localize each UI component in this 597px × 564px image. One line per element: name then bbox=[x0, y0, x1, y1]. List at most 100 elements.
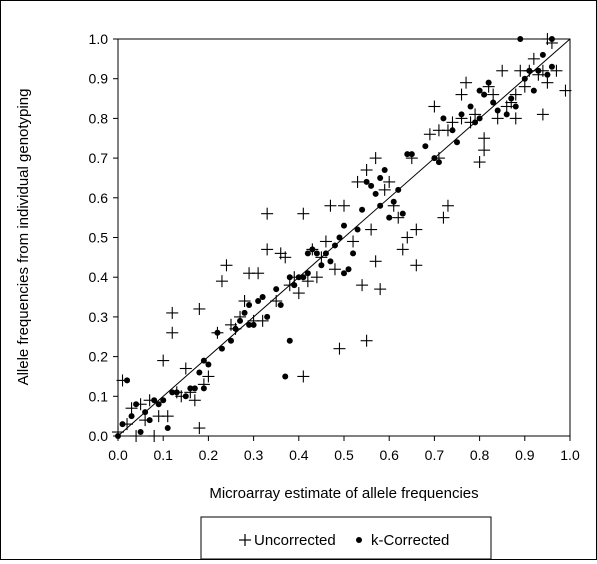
point-uncorrected bbox=[473, 156, 486, 169]
y-tick-label: 0.8 bbox=[89, 110, 109, 126]
point-k-corrected bbox=[214, 329, 221, 336]
point-k-corrected bbox=[363, 178, 370, 185]
point-uncorrected bbox=[297, 370, 310, 383]
point-k-corrected bbox=[259, 294, 266, 301]
point-uncorrected bbox=[401, 231, 414, 244]
point-k-corrected bbox=[164, 425, 171, 432]
point-uncorrected bbox=[460, 76, 473, 89]
point-k-corrected bbox=[304, 250, 311, 257]
point-k-corrected bbox=[390, 198, 397, 205]
point-uncorrected bbox=[559, 84, 572, 97]
point-uncorrected bbox=[428, 100, 441, 113]
point-uncorrected bbox=[157, 354, 170, 367]
legend-marker-k-corrected bbox=[356, 537, 362, 543]
y-tick-label: 0.3 bbox=[89, 309, 109, 325]
point-k-corrected bbox=[440, 115, 447, 122]
point-uncorrected bbox=[328, 263, 341, 276]
point-uncorrected bbox=[527, 52, 540, 65]
point-k-corrected bbox=[548, 63, 555, 70]
point-uncorrected bbox=[310, 271, 323, 284]
point-uncorrected bbox=[215, 275, 228, 288]
point-uncorrected bbox=[536, 108, 549, 121]
point-k-corrected bbox=[535, 67, 542, 74]
point-uncorrected bbox=[378, 183, 391, 196]
point-k-corrected bbox=[467, 103, 474, 110]
point-uncorrected bbox=[279, 251, 292, 264]
point-uncorrected bbox=[410, 259, 423, 272]
point-uncorrected bbox=[261, 243, 274, 256]
point-k-corrected bbox=[255, 298, 262, 305]
point-k-corrected bbox=[160, 397, 167, 404]
point-k-corrected bbox=[318, 262, 325, 269]
point-uncorrected bbox=[383, 175, 396, 188]
point-k-corrected bbox=[286, 274, 293, 281]
point-uncorrected bbox=[365, 223, 378, 236]
point-uncorrected bbox=[509, 112, 522, 125]
point-uncorrected bbox=[478, 144, 491, 157]
legend-label-uncorrected: Uncorrected bbox=[254, 532, 336, 549]
point-uncorrected bbox=[469, 108, 482, 121]
point-k-corrected bbox=[372, 190, 379, 197]
point-uncorrected bbox=[256, 314, 269, 327]
point-k-corrected bbox=[341, 270, 347, 277]
point-k-corrected bbox=[548, 36, 555, 42]
point-k-corrected bbox=[377, 174, 384, 181]
point-uncorrected bbox=[125, 402, 138, 415]
point-uncorrected bbox=[324, 199, 337, 212]
point-uncorrected bbox=[356, 279, 369, 292]
point-k-corrected bbox=[331, 242, 338, 249]
x-tick-label: 0.3 bbox=[244, 447, 264, 463]
point-k-corrected bbox=[264, 313, 271, 320]
point-k-corrected bbox=[133, 401, 140, 408]
point-uncorrected bbox=[360, 164, 373, 177]
point-k-corrected bbox=[458, 111, 465, 118]
point-uncorrected bbox=[446, 116, 459, 129]
point-uncorrected bbox=[292, 287, 305, 300]
point-k-corrected bbox=[395, 186, 402, 193]
point-k-corrected bbox=[146, 417, 153, 424]
point-k-corrected bbox=[228, 337, 234, 344]
point-uncorrected bbox=[297, 207, 310, 220]
point-k-corrected bbox=[341, 222, 347, 229]
point-k-corrected bbox=[377, 202, 384, 209]
point-uncorrected bbox=[478, 132, 491, 145]
point-uncorrected bbox=[130, 430, 143, 442]
point-k-corrected bbox=[124, 377, 131, 384]
x-tick-label: 0.8 bbox=[470, 447, 490, 463]
y-tick-label: 0.7 bbox=[89, 150, 109, 166]
reference-line bbox=[117, 38, 571, 437]
point-uncorrected bbox=[441, 199, 454, 212]
point-k-corrected bbox=[336, 234, 343, 241]
y-tick-label: 0.5 bbox=[89, 230, 109, 246]
y-tick-label: 0.9 bbox=[89, 71, 109, 87]
point-uncorrected bbox=[166, 306, 179, 319]
point-uncorrected bbox=[360, 334, 373, 347]
point-k-corrected bbox=[449, 127, 456, 134]
point-k-corrected bbox=[512, 103, 519, 110]
x-tick-label: 0.9 bbox=[515, 447, 535, 463]
point-k-corrected bbox=[399, 210, 406, 217]
point-k-corrected bbox=[137, 429, 144, 436]
point-k-corrected bbox=[119, 421, 126, 428]
point-uncorrected bbox=[496, 64, 509, 77]
point-k-corrected bbox=[200, 385, 207, 392]
point-k-corrected bbox=[368, 182, 375, 189]
point-k-corrected bbox=[481, 91, 488, 98]
point-k-corrected bbox=[517, 36, 524, 42]
point-uncorrected bbox=[369, 255, 382, 268]
point-k-corrected bbox=[169, 389, 176, 396]
point-k-corrected bbox=[381, 167, 388, 174]
point-uncorrected bbox=[202, 370, 215, 383]
point-uncorrected bbox=[319, 235, 332, 248]
point-uncorrected bbox=[270, 295, 283, 308]
y-tick-label: 0.0 bbox=[89, 428, 109, 444]
point-k-corrected bbox=[173, 389, 180, 396]
point-k-corrected bbox=[115, 433, 121, 439]
point-k-corrected bbox=[300, 274, 307, 281]
point-k-corrected bbox=[354, 226, 361, 233]
x-tick-label: 0.2 bbox=[199, 447, 219, 463]
point-uncorrected bbox=[369, 152, 382, 165]
point-k-corrected bbox=[494, 107, 501, 114]
